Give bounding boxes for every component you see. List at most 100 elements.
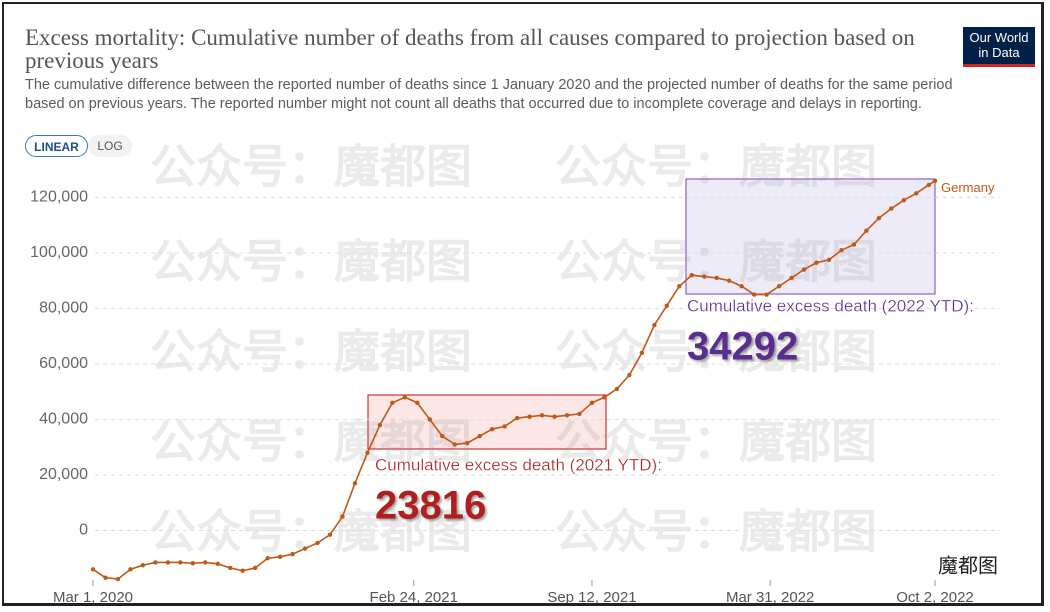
y-tick-label: 0: [79, 522, 88, 539]
point: [90, 567, 96, 572]
point: [539, 413, 545, 418]
chart-title: Excess mortality: Cumulative number of d…: [25, 25, 915, 73]
point: [203, 560, 208, 565]
point: [352, 481, 358, 486]
brand: 魔都图: [938, 554, 998, 578]
point: [864, 228, 869, 233]
x-tick-label: Sep 12, 2021: [547, 589, 636, 606]
y-tick-label: 120,000: [30, 189, 88, 206]
point: [365, 450, 370, 455]
x-tick-label: Mar 31, 2022: [726, 589, 814, 606]
x-tick-label: Oct 2, 2022: [896, 589, 974, 606]
watermark: 公众号：魔都图: [150, 140, 472, 194]
x-tick-label: Feb 24, 2021: [370, 589, 458, 606]
point: [776, 284, 782, 289]
point: [265, 556, 270, 561]
watermark: 公众号：魔都图: [150, 505, 472, 559]
point: [577, 411, 582, 417]
point: [427, 417, 432, 422]
point: [926, 182, 931, 188]
point: [228, 565, 233, 571]
watermark: 公众号：魔都图: [555, 140, 877, 194]
point: [627, 372, 632, 378]
point: [315, 540, 320, 546]
annotation-value: 34292: [687, 325, 798, 369]
watermark: 公众号：魔都图: [150, 325, 472, 379]
series-label: Germany: [941, 180, 995, 195]
point: [726, 278, 732, 283]
annotation-value: 23816: [375, 484, 486, 528]
point: [552, 414, 557, 419]
y-tick-label: 80,000: [39, 300, 88, 317]
linear-button[interactable]: LINEAR: [25, 135, 88, 157]
point: [377, 422, 383, 428]
point: [290, 551, 295, 557]
point: [477, 433, 482, 439]
annotation-text: Cumulative excess death (2022 YTD):: [687, 296, 974, 315]
y-tick-label: 40,000: [39, 411, 88, 428]
point: [889, 206, 894, 211]
point: [165, 560, 171, 565]
watermark: 公众号：魔都图: [150, 235, 472, 289]
logo[interactable]: Our World in Data: [963, 27, 1035, 67]
point: [514, 415, 520, 421]
point: [639, 350, 645, 356]
watermark: 公众号：魔都图: [555, 505, 877, 559]
logo-text: Our World: [969, 30, 1029, 45]
watermark: 公众号：魔都图: [150, 415, 472, 469]
point: [789, 275, 794, 281]
point: [465, 440, 470, 446]
chart-subtitle: The cumulative difference between the re…: [25, 77, 953, 112]
point: [252, 565, 258, 571]
point: [390, 400, 395, 406]
point: [190, 561, 195, 566]
point: [664, 303, 670, 308]
point: [240, 568, 245, 573]
point: [564, 413, 570, 418]
point: [652, 322, 657, 328]
point: [128, 567, 133, 572]
log-button[interactable]: LOG: [88, 135, 132, 157]
point: [851, 242, 857, 247]
point: [215, 561, 220, 566]
point: [839, 247, 844, 253]
point: [677, 284, 682, 289]
annotation-text: Cumulative excess death (2021 YTD):: [375, 455, 662, 474]
point: [452, 442, 457, 447]
logo-text: in Data: [978, 45, 1020, 60]
y-tick-label: 100,000: [30, 244, 88, 261]
point: [589, 400, 595, 406]
point: [702, 274, 707, 279]
point: [302, 546, 308, 551]
point: [140, 562, 146, 568]
point: [739, 284, 744, 289]
point: [689, 272, 694, 278]
point: [277, 554, 283, 560]
point: [876, 216, 882, 221]
point: [327, 532, 333, 537]
point: [153, 560, 158, 565]
point: [340, 514, 345, 519]
point: [402, 395, 408, 400]
point: [415, 400, 420, 406]
point: [440, 433, 445, 439]
point: [801, 267, 807, 272]
point: [901, 198, 907, 203]
y-tick-label: 20,000: [39, 466, 88, 483]
point: [751, 292, 757, 297]
point: [502, 424, 507, 429]
watermark: 公众号：魔都图: [555, 325, 877, 379]
x-tick-label: Mar 1, 2020: [53, 589, 133, 606]
point: [527, 414, 532, 419]
point: [103, 575, 108, 580]
point: [932, 178, 938, 183]
point: [714, 275, 719, 281]
y-tick-label: 60,000: [39, 355, 88, 372]
point: [826, 257, 832, 263]
point: [764, 292, 769, 297]
point: [914, 191, 919, 196]
annotation-box: [367, 394, 607, 450]
point: [614, 386, 620, 392]
